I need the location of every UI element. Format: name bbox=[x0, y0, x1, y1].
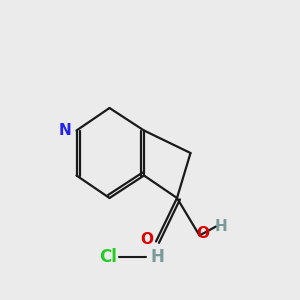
Text: O: O bbox=[196, 226, 209, 242]
Text: H: H bbox=[215, 219, 228, 234]
Text: O: O bbox=[140, 232, 154, 247]
Text: N: N bbox=[59, 123, 71, 138]
Text: H: H bbox=[151, 248, 164, 266]
Text: Cl: Cl bbox=[99, 248, 117, 266]
